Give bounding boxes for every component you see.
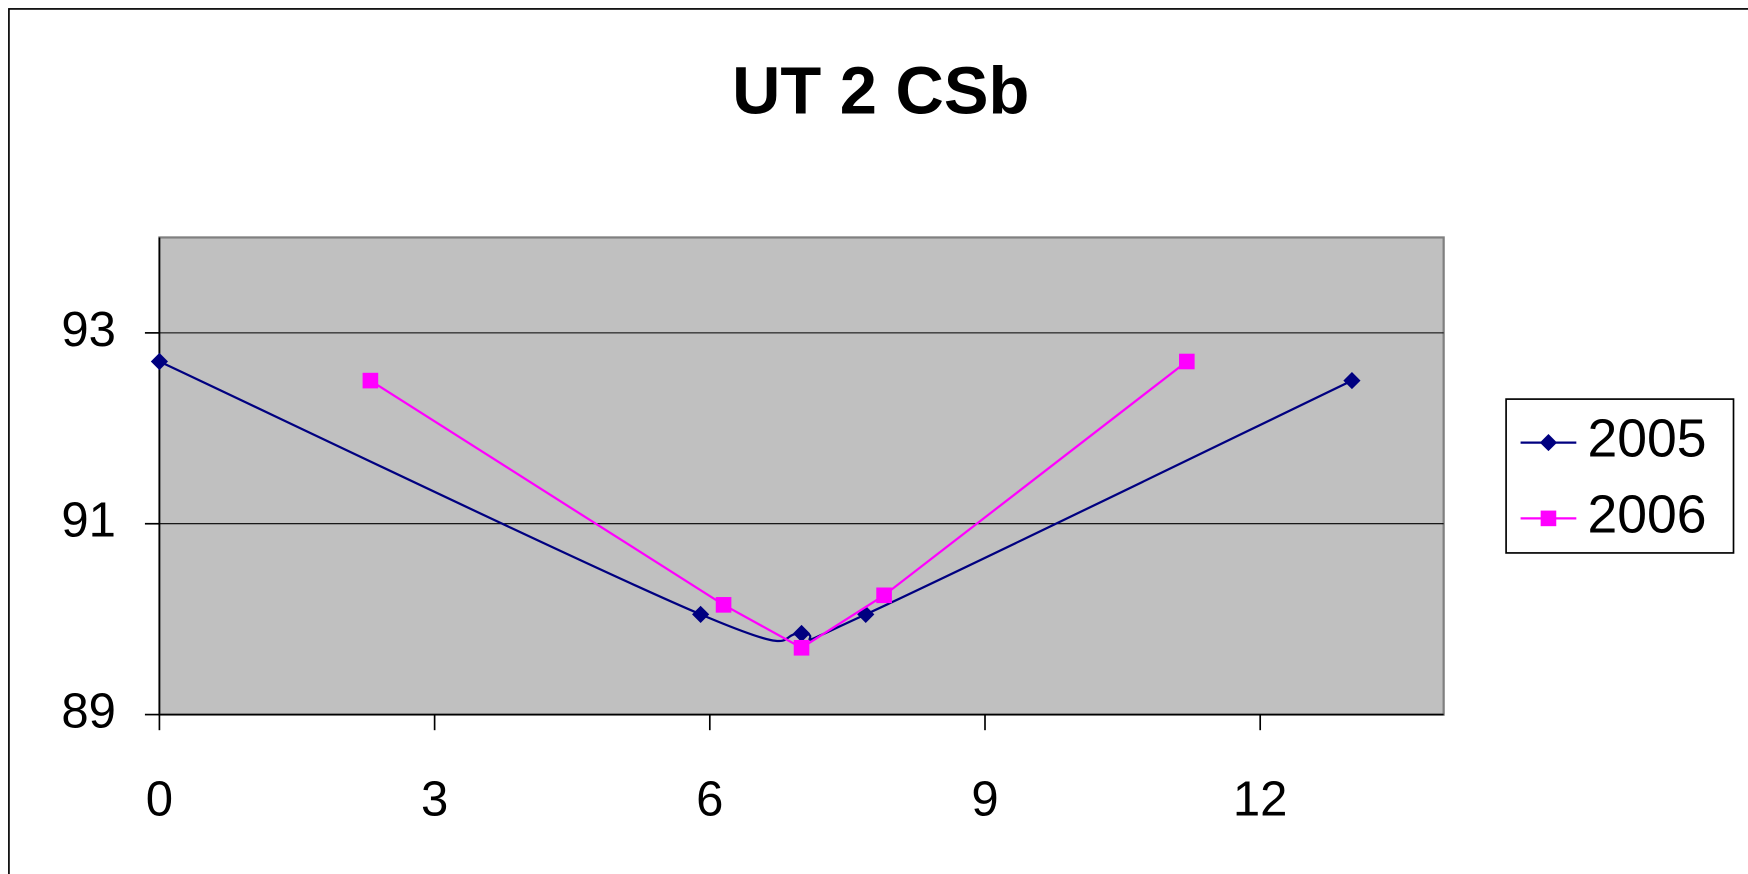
x-tick-label: 3 xyxy=(421,773,448,827)
data-point xyxy=(362,372,379,389)
x-tick-label: 6 xyxy=(696,773,723,827)
data-point xyxy=(793,639,810,656)
data-point xyxy=(1343,371,1361,390)
y-tick-label: 93 xyxy=(61,303,116,357)
data-point xyxy=(715,597,732,613)
x-tick-label: 12 xyxy=(1233,773,1288,827)
data-point xyxy=(876,587,892,604)
y-tick-label: 91 xyxy=(61,494,116,548)
data-point xyxy=(150,352,169,371)
legend-label: 2005 xyxy=(1587,410,1706,469)
legend xyxy=(1505,398,1735,554)
y-tick-label: 89 xyxy=(61,685,116,739)
legend-label: 2006 xyxy=(1587,486,1706,545)
data-point xyxy=(1179,353,1195,370)
chart-title: UT 2 CSb xyxy=(732,54,1029,129)
x-tick-label: 9 xyxy=(971,773,998,827)
x-tick-label: 0 xyxy=(146,773,173,827)
data-point xyxy=(692,605,710,623)
legend-marker xyxy=(1539,433,1558,452)
legend-marker xyxy=(1540,510,1557,527)
